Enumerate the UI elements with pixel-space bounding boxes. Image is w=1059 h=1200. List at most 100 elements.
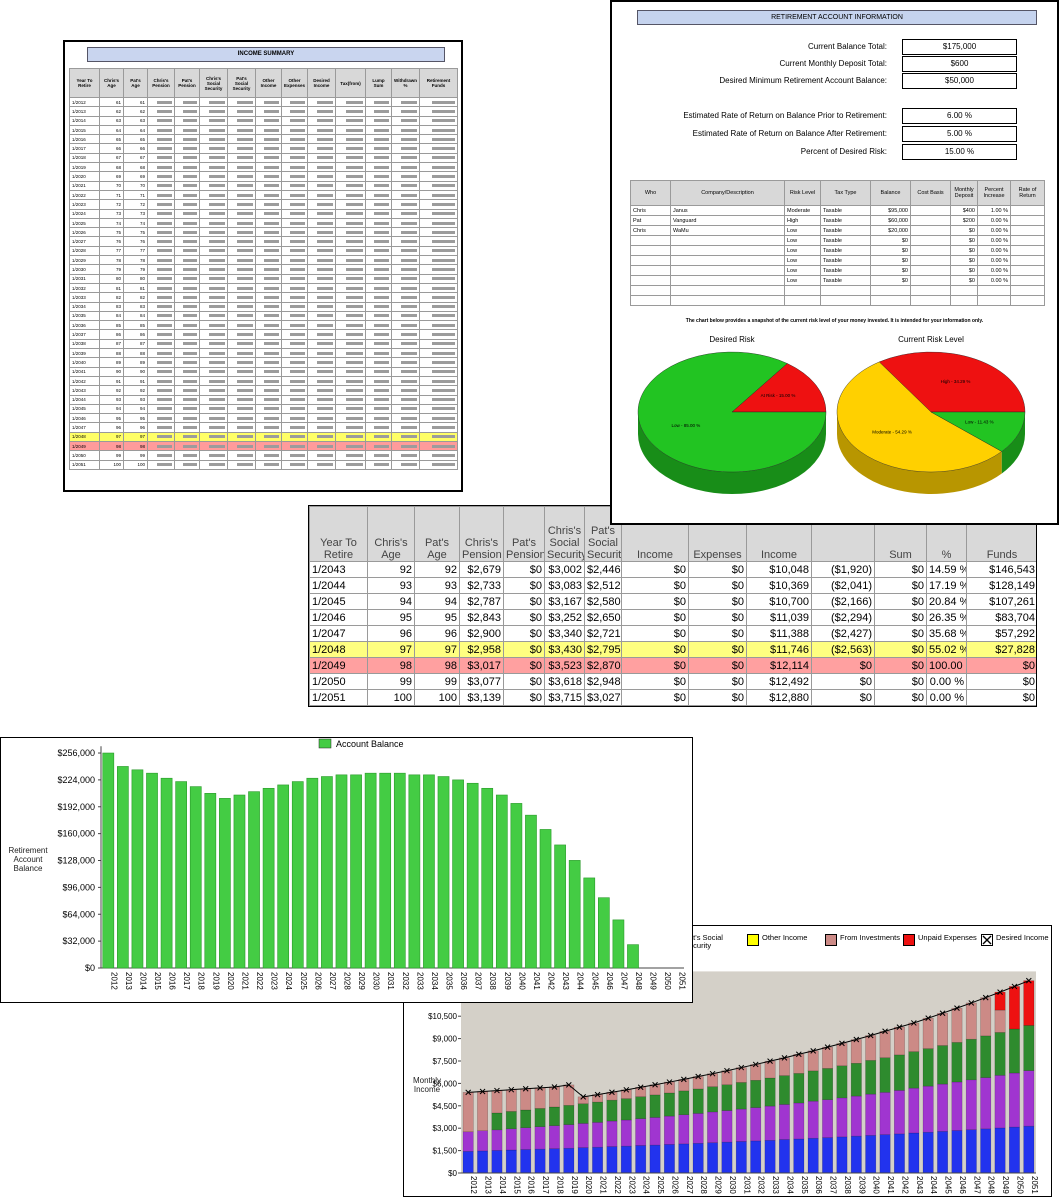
cell <box>365 124 392 136</box>
cell: $12,880 <box>746 689 812 706</box>
row: 1/2050 99 99 <box>69 450 458 461</box>
unreadable-text <box>156 258 172 262</box>
bar-segment <box>764 1140 776 1174</box>
cell: $0 <box>621 609 689 626</box>
x-tick-label: 2035 <box>445 972 454 990</box>
unreadable-text <box>183 360 197 364</box>
cell: 92 <box>367 561 415 578</box>
unreadable-text <box>400 100 417 104</box>
unreadable-text <box>345 453 363 457</box>
unreadable-text <box>374 295 389 299</box>
unreadable-text <box>236 267 253 271</box>
bar <box>233 794 246 969</box>
bar-segment <box>965 1079 977 1130</box>
line-marker <box>997 989 1003 995</box>
unreadable-text <box>316 360 333 364</box>
cell <box>255 310 282 322</box>
cell: 84 <box>123 310 148 322</box>
unreadable-text <box>345 221 363 225</box>
unreadable-text <box>236 295 253 299</box>
cell <box>391 375 420 387</box>
cell <box>281 227 308 238</box>
cell <box>227 440 256 452</box>
unreadable-text <box>345 156 363 160</box>
unreadable-text <box>400 323 417 327</box>
cell <box>365 292 392 303</box>
x-tick-label: 2021 <box>599 1176 608 1194</box>
unreadable-text <box>156 463 172 467</box>
unreadable-text <box>208 119 225 123</box>
cell: $3,340 <box>544 625 585 642</box>
x-tick-label: 2029 <box>714 1176 723 1194</box>
cell <box>307 440 336 452</box>
bar-segment <box>549 1148 560 1174</box>
cell: $3,523 <box>544 657 585 674</box>
unreadable-text <box>208 398 225 402</box>
row: 1/2046 95 95 <box>69 413 458 424</box>
cell <box>199 338 228 350</box>
cell: $0 <box>966 673 1036 690</box>
cell <box>199 440 228 452</box>
unreadable-text <box>156 119 172 123</box>
x-tick-label: 2012 <box>109 972 118 990</box>
cell: 65 <box>123 134 148 145</box>
bar-segment <box>922 1131 934 1174</box>
unreadable-text <box>316 221 333 225</box>
bar-segment <box>620 1089 632 1099</box>
cell <box>174 134 200 145</box>
bar-segment <box>951 1042 963 1083</box>
legend-swatch <box>747 934 759 946</box>
cell <box>174 310 200 322</box>
cell <box>227 375 256 387</box>
cell <box>365 459 392 470</box>
unreadable-text <box>316 407 333 411</box>
cell <box>419 162 458 173</box>
cell: 99 <box>99 450 124 461</box>
x-tick-label: 2020 <box>226 972 235 990</box>
bar-segment <box>477 1091 488 1131</box>
bar-segment <box>462 1092 474 1133</box>
cell: 86 <box>123 329 148 340</box>
cell: 91 <box>99 375 124 387</box>
cell <box>255 282 282 294</box>
row: 1/2038 87 87 <box>69 338 458 350</box>
unreadable-text <box>156 230 172 234</box>
cell <box>147 347 175 359</box>
row: 1/2047 96 96 <box>69 422 458 433</box>
cell: $0 <box>874 657 927 674</box>
unreadable-text <box>236 370 253 374</box>
unreadable-text <box>236 444 253 448</box>
x-tick-label: 2048 <box>634 972 643 990</box>
row: 1/2047 96 96 $2,900 $0 $3,340 $2,721 $0 $0 $11,38… <box>309 625 1036 642</box>
cell: 81 <box>99 282 124 294</box>
cell <box>307 217 336 229</box>
cell <box>174 338 200 350</box>
cell <box>255 292 282 303</box>
cell <box>307 162 336 173</box>
unreadable-text <box>345 314 363 318</box>
cell <box>335 227 366 238</box>
cell <box>419 245 458 257</box>
cell: $12,492 <box>746 673 812 690</box>
unreadable-text <box>400 165 417 169</box>
x-tick-label: 2024 <box>642 1176 651 1194</box>
bar-segment <box>937 1012 948 1046</box>
bar-segment <box>779 1057 790 1076</box>
cell <box>174 255 200 266</box>
cell <box>335 115 366 126</box>
cell: $0 <box>811 673 875 690</box>
y-tick-label: $224,000 <box>57 775 95 785</box>
cell <box>281 208 308 219</box>
unreadable-text <box>374 230 389 234</box>
unreadable-text <box>345 333 363 337</box>
unreadable-text <box>183 333 197 337</box>
unreadable-text <box>156 351 172 355</box>
cell <box>307 366 336 377</box>
cell: 99 <box>414 673 460 690</box>
cell <box>335 180 366 191</box>
cell: 76 <box>123 236 148 247</box>
cell <box>391 162 420 173</box>
x-tick-label: 2030 <box>372 972 381 990</box>
cell <box>281 301 308 312</box>
